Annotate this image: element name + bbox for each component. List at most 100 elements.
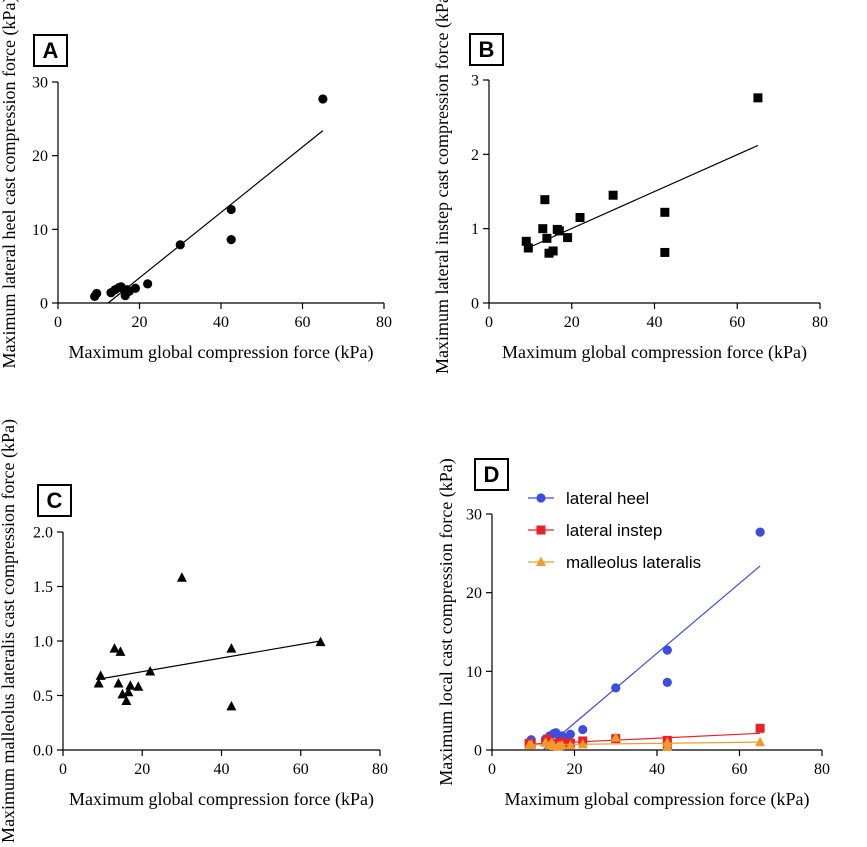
data-point (563, 233, 573, 243)
y-tick-label: 2 (471, 147, 479, 164)
panel-letter-frame (474, 458, 509, 491)
legend-label: lateral heel (566, 489, 649, 508)
y-tick-label: 1.5 (33, 579, 53, 596)
x-tick-label: 0 (488, 761, 496, 778)
data-point (226, 204, 236, 215)
x-tick-label: 80 (812, 314, 828, 331)
data-point (660, 207, 670, 217)
panel-letter-frame (33, 34, 68, 67)
data-point (109, 643, 120, 653)
x-tick-label: 20 (132, 314, 148, 331)
x-tick-label: 0 (485, 314, 493, 331)
data-point (226, 700, 237, 711)
data-point (92, 288, 102, 299)
panel-letter-box: A (33, 34, 68, 67)
fit-line (529, 741, 761, 746)
y-tick-label: 20 (466, 585, 482, 602)
y-axis-title: Maximum malleolus lateralis cast compres… (0, 419, 19, 843)
data-point (175, 240, 185, 250)
y-tick-label: 0.5 (33, 688, 53, 705)
data-point (610, 732, 621, 742)
data-point (115, 646, 126, 656)
x-axis-title: Maximum global compression force (kPa) (505, 789, 810, 810)
x-tick-label: 60 (293, 761, 309, 778)
data-point (755, 723, 765, 733)
x-tick-label: 40 (214, 761, 230, 778)
x-tick-label: 60 (732, 761, 748, 778)
x-tick-label: 80 (376, 314, 392, 331)
data-point (121, 695, 132, 705)
legend-label: malleolus lateralis (566, 553, 701, 572)
x-tick-label: 40 (647, 314, 663, 331)
data-point (611, 683, 621, 693)
data-point (662, 741, 673, 751)
x-tick-label: 60 (295, 314, 311, 331)
data-point (575, 213, 585, 223)
series-malleolus-lateralis (524, 732, 766, 751)
legend-marker (536, 493, 546, 503)
x-tick-label: 20 (564, 314, 580, 331)
data-point (542, 233, 552, 243)
y-tick-label: 0.0 (33, 743, 53, 760)
panel-letter-frame (469, 33, 504, 66)
legend-label: lateral instep (566, 521, 662, 540)
data-point (318, 94, 328, 104)
x-tick-label: 0 (54, 314, 62, 331)
panel-letter: C (47, 488, 63, 513)
legend-item: lateral instep (528, 521, 662, 540)
x-tick-label: 40 (213, 314, 229, 331)
data-point (557, 739, 568, 750)
y-tick-label: 10 (466, 664, 482, 681)
panel-c: C 0 20 40 60 80 0.0 0.5 1.0 1.5 2.0 Maximum global … (0, 419, 388, 843)
data-point (554, 226, 564, 236)
data-point (548, 246, 558, 256)
fit-line (98, 640, 321, 680)
y-tick-label: 1 (471, 221, 479, 238)
data-point (565, 729, 575, 739)
data-point (113, 678, 124, 688)
y-axis-title: Maximum lateral instep cast compression … (432, 0, 453, 374)
legend-marker (536, 525, 546, 535)
data-point (526, 739, 537, 749)
data-point (226, 235, 236, 245)
panel-letter: B (479, 37, 495, 62)
y-tick-label: 0 (40, 296, 48, 313)
data-point (123, 686, 134, 697)
x-tick-label: 60 (729, 314, 745, 331)
y-tick-label: 20 (32, 148, 48, 165)
data-point (755, 527, 765, 537)
panel-letter: D (484, 462, 500, 487)
x-axis-title: Maximum global compression force (kPa) (502, 342, 807, 363)
data-point (133, 681, 144, 691)
panel-a: A 0 20 40 60 80 0 10 20 30 Maximum global compress… (0, 0, 392, 368)
series-lateral-heel (90, 94, 328, 304)
x-axis-title: Maximum global compression force (kPa) (69, 342, 374, 363)
data-point (125, 680, 136, 690)
y-tick-label: 30 (466, 507, 482, 524)
y-axis-title: Maximum local cast compression force (kP… (436, 458, 457, 785)
data-point (608, 190, 618, 200)
data-point (521, 236, 531, 246)
fit-line (542, 565, 761, 751)
y-tick-label: 2.0 (33, 525, 53, 542)
legend-marker (536, 556, 546, 566)
panel-letter-box: C (37, 484, 72, 517)
data-point (662, 677, 672, 687)
legend-item: malleolus lateralis (528, 553, 701, 572)
data-point (145, 666, 156, 676)
series-lateral-instep (521, 93, 763, 258)
y-axis-title: Maximum lateral heel cast compression fo… (0, 0, 20, 368)
data-point (538, 224, 548, 234)
panel-letter: A (43, 38, 59, 63)
data-point (755, 736, 766, 747)
data-point (93, 678, 104, 688)
x-axis-title: Maximum global compression force (kPa) (69, 789, 374, 810)
data-point (523, 243, 533, 253)
panel-letter-box: B (469, 33, 504, 66)
y-tick-label: 0 (471, 296, 479, 313)
panel-letter-box: D (474, 458, 509, 491)
data-point (130, 283, 141, 293)
data-point (540, 195, 550, 205)
data-point (315, 636, 326, 647)
